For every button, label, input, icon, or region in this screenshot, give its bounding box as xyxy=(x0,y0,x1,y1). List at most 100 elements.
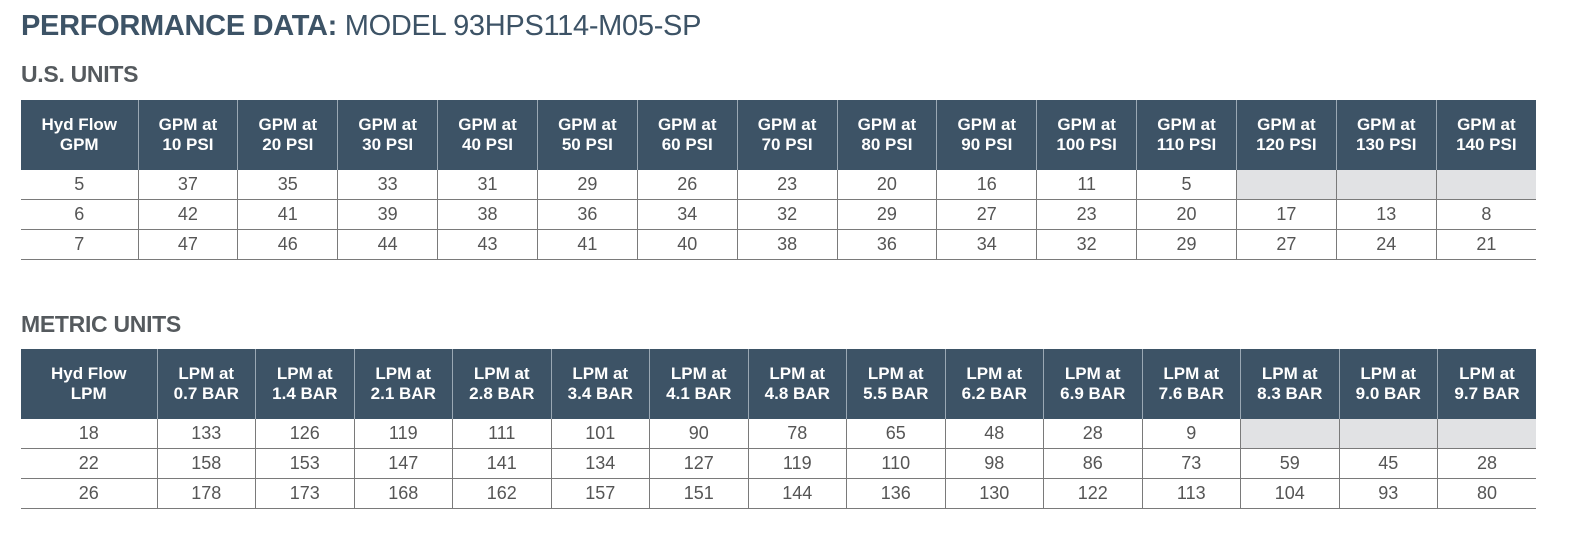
column-header: LPM at 4.1 BAR xyxy=(649,349,749,419)
empty-cell xyxy=(1435,170,1537,200)
hyd-flow-cell: 5 xyxy=(21,170,138,200)
column-header-line: 4.1 BAR xyxy=(666,384,732,403)
flow-value-cell: 27 xyxy=(1235,229,1337,260)
flow-value-cell: 29 xyxy=(536,170,638,200)
column-header: LPM at 0.7 BAR xyxy=(156,349,256,419)
column-header-line: 100 PSI xyxy=(1056,135,1117,154)
column-header: LPM at 9.0 BAR xyxy=(1338,349,1438,419)
flow-value-cell: 98 xyxy=(944,448,1044,479)
column-header-line: GPM at xyxy=(757,115,817,134)
hyd-flow-cell: 6 xyxy=(21,199,138,230)
column-header-line: 140 PSI xyxy=(1456,135,1517,154)
column-header-line: 50 PSI xyxy=(561,135,613,154)
flow-value-cell: 41 xyxy=(536,229,638,260)
flow-value-cell: 130 xyxy=(944,478,1044,509)
column-header: GPM at 60 PSI xyxy=(636,100,738,170)
column-header: LPM at 3.4 BAR xyxy=(550,349,650,419)
column-header-line: 8.3 BAR xyxy=(1257,384,1323,403)
column-header: Hyd Flow LPM xyxy=(21,349,158,419)
empty-cell xyxy=(1437,419,1536,449)
column-header-line: GPM at xyxy=(258,115,318,134)
hyd-flow-cell: 18 xyxy=(21,419,157,449)
column-header-line: LPM at xyxy=(1459,364,1515,383)
column-header: GPM at 70 PSI xyxy=(736,100,838,170)
column-header-line: LPM at xyxy=(1064,364,1121,383)
flow-value-cell: 173 xyxy=(255,478,354,509)
flow-value-cell: 28 xyxy=(1043,419,1142,449)
flow-value-cell: 45 xyxy=(1338,448,1438,479)
column-header-line: 5.5 BAR xyxy=(863,384,929,403)
column-header-line: GPM at xyxy=(1457,115,1516,134)
column-header-line: LPM at xyxy=(375,364,432,383)
column-header-line: 30 PSI xyxy=(362,135,414,154)
column-header-line: 3.4 BAR xyxy=(567,384,633,403)
column-header-line: LPM at xyxy=(178,364,235,383)
column-header: GPM at 90 PSI xyxy=(936,100,1038,170)
column-header: LPM at 2.8 BAR xyxy=(452,349,552,419)
column-header-line: GPM at xyxy=(857,115,917,134)
column-header: GPM at 40 PSI xyxy=(437,100,538,170)
column-header-line: 0.7 BAR xyxy=(173,384,239,403)
flow-value-cell: 80 xyxy=(1437,478,1536,509)
hyd-flow-cell: 22 xyxy=(21,448,157,479)
flow-value-cell: 37 xyxy=(137,170,238,200)
flow-value-cell: 23 xyxy=(1036,199,1137,230)
column-header-line: 60 PSI xyxy=(661,135,713,154)
flow-value-cell: 122 xyxy=(1043,478,1142,509)
column-header-line: LPM at xyxy=(1163,364,1220,383)
column-header-line: LPM at xyxy=(769,364,826,383)
column-header-line: 7.6 BAR xyxy=(1158,384,1224,403)
flow-value-cell: 168 xyxy=(353,478,453,509)
flow-value-cell: 33 xyxy=(337,170,438,200)
hyd-flow-cell: 26 xyxy=(21,478,157,509)
flow-value-cell: 43 xyxy=(437,229,538,260)
flow-value-cell: 151 xyxy=(649,478,748,509)
flow-value-cell: 153 xyxy=(255,448,354,479)
flow-value-cell: 141 xyxy=(452,448,551,479)
column-header-line: LPM at xyxy=(867,364,924,383)
flow-value-cell: 113 xyxy=(1141,478,1241,509)
table-row: 6 42 41 39 38 36 34 32 29 27 23 20 17 13 8 xyxy=(21,199,1537,230)
flow-value-cell: 29 xyxy=(836,199,937,230)
hyd-flow-cell: 7 xyxy=(21,229,138,260)
flow-value-cell: 31 xyxy=(437,170,538,200)
column-header: LPM at 6.2 BAR xyxy=(944,349,1044,419)
flow-value-cell: 46 xyxy=(237,229,338,260)
flow-value-cell: 127 xyxy=(649,448,748,479)
flow-value-cell: 73 xyxy=(1141,448,1241,479)
flow-value-cell: 36 xyxy=(536,199,638,230)
column-header: GPM at 120 PSI xyxy=(1235,100,1337,170)
flow-value-cell: 158 xyxy=(156,448,256,479)
column-header-line: 6.2 BAR xyxy=(961,384,1027,403)
column-header-line: 110 PSI xyxy=(1156,135,1217,154)
column-header-line: LPM at xyxy=(1261,364,1318,383)
column-header-line: LPM xyxy=(70,384,107,403)
column-header: GPM at 80 PSI xyxy=(836,100,938,170)
column-header-line: GPM at xyxy=(1356,115,1416,134)
column-header-line: Hyd Flow xyxy=(50,364,127,383)
flow-value-cell: 32 xyxy=(736,199,838,230)
flow-value-cell: 101 xyxy=(550,419,650,449)
column-header-line: 2.1 BAR xyxy=(370,384,436,403)
flow-value-cell: 59 xyxy=(1240,448,1339,479)
page-title-bold: PERFORMANCE DATA: xyxy=(21,10,338,42)
column-header-line: GPM at xyxy=(1157,115,1216,134)
flow-value-cell: 29 xyxy=(1136,229,1237,260)
column-header: GPM at 30 PSI xyxy=(337,100,439,170)
table-row: 5 37 35 33 31 29 26 23 20 16 11 5 xyxy=(21,170,1537,200)
column-header-line: GPM at xyxy=(657,115,717,134)
flow-value-cell: 41 xyxy=(237,199,338,230)
column-header-line: 80 PSI xyxy=(861,135,913,154)
flow-value-cell: 42 xyxy=(137,199,238,230)
column-header-line: 9.0 BAR xyxy=(1355,384,1421,403)
column-header-line: 130 PSI xyxy=(1355,135,1417,154)
flow-value-cell: 90 xyxy=(649,419,748,449)
us-units-table: Hyd Flow GPM GPM at 10 PSI GPM at 20 PSI GPM a… xyxy=(21,100,1537,260)
flow-value-cell: 20 xyxy=(1136,199,1237,230)
column-header-line: 90 PSI xyxy=(961,135,1013,154)
table-header-row: Hyd Flow GPM GPM at 10 PSI GPM at 20 PSI GPM a… xyxy=(21,100,1537,170)
column-header-line: GPM at xyxy=(158,115,218,134)
flow-value-cell: 21 xyxy=(1435,229,1537,260)
flow-value-cell: 134 xyxy=(550,448,650,479)
column-header: LPM at 9.7 BAR xyxy=(1437,349,1536,419)
